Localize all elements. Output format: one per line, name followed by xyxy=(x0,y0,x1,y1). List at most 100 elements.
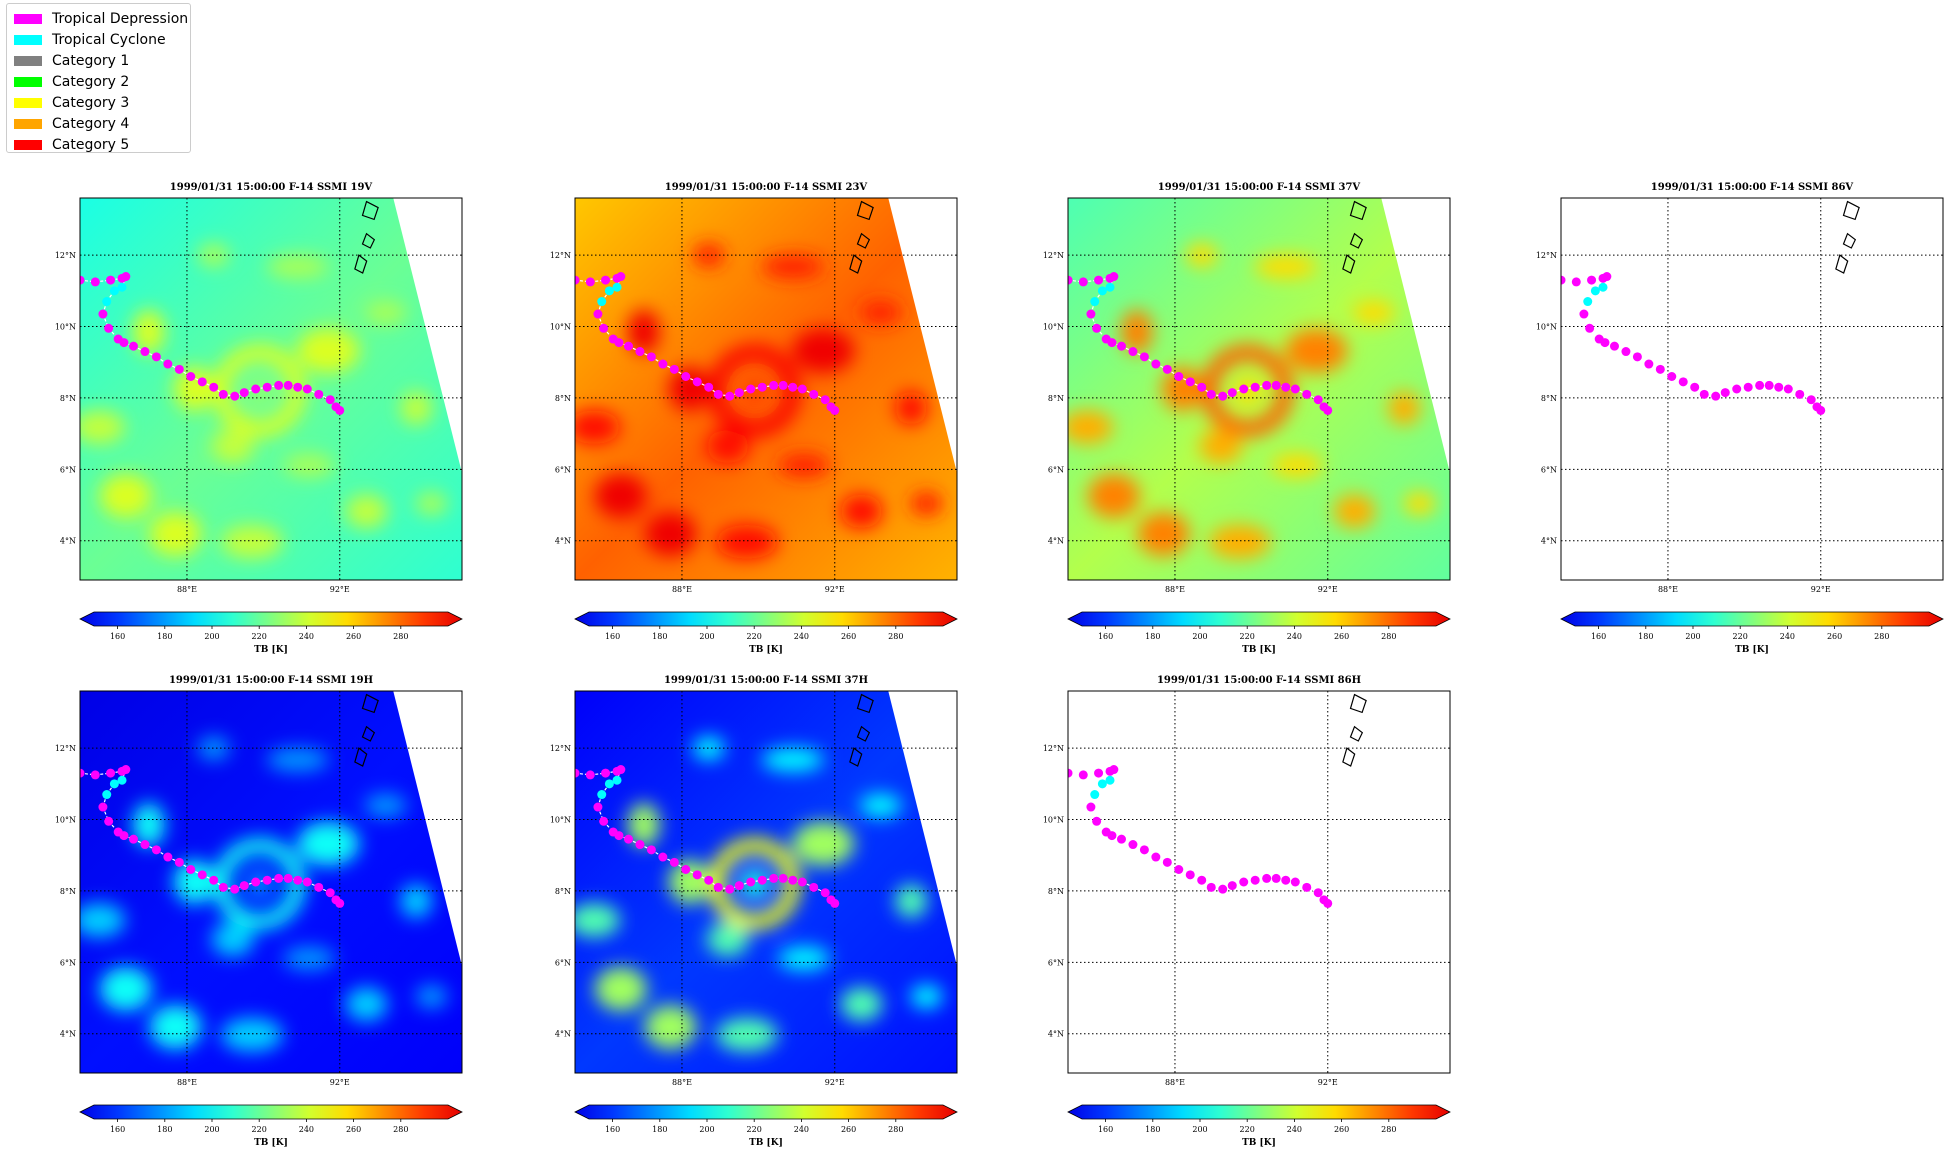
island-outline xyxy=(1349,693,1367,714)
track-point xyxy=(616,272,626,282)
track-point xyxy=(197,377,207,387)
track-point xyxy=(325,395,335,405)
colorbar-tick-label: 160 xyxy=(110,1125,125,1134)
track-point xyxy=(1078,770,1088,780)
track-point xyxy=(314,882,324,892)
track-point xyxy=(704,875,714,885)
track-point xyxy=(593,802,603,812)
track-point xyxy=(830,405,840,415)
track-point xyxy=(1090,790,1100,800)
island-outline xyxy=(354,747,368,767)
track-point xyxy=(102,790,112,800)
track-point xyxy=(1755,380,1765,390)
track-point xyxy=(90,770,100,780)
track-point xyxy=(104,816,114,826)
track-point xyxy=(230,391,240,401)
colorbar xyxy=(1067,1104,1451,1120)
colorbar-tick-label: 220 xyxy=(747,632,762,641)
legend-label: Category 2 xyxy=(52,73,130,90)
colorbar-tick-label: 280 xyxy=(393,1125,408,1134)
track-point xyxy=(778,380,788,390)
track-point xyxy=(1105,775,1115,785)
lat-tick-label: 10°N xyxy=(55,323,76,332)
track-point xyxy=(262,382,272,392)
track-point xyxy=(1139,352,1149,362)
track-point xyxy=(119,338,129,348)
legend-swatch xyxy=(14,55,42,66)
track-point xyxy=(692,870,702,880)
colorbar-tick-label: 220 xyxy=(252,632,267,641)
track-point xyxy=(119,831,129,841)
track-point xyxy=(1097,779,1107,789)
colorbar-label: TB [K] xyxy=(1735,645,1769,655)
track-point xyxy=(128,834,138,844)
lon-tick-label: 88°E xyxy=(1165,585,1185,594)
colorbar-tick-label: 220 xyxy=(1240,1125,1255,1134)
legend-swatch xyxy=(14,97,42,108)
lat-tick-label: 10°N xyxy=(1043,816,1064,825)
island-outline xyxy=(856,200,874,221)
track-point xyxy=(1313,888,1323,898)
island-outline xyxy=(849,254,863,274)
lat-tick-label: 12°N xyxy=(1043,744,1064,753)
legend-label: Tropical Depression xyxy=(52,10,189,27)
track-point xyxy=(1313,395,1323,405)
colorbar-label: TB [K] xyxy=(254,645,288,655)
legend-item: Category 5 xyxy=(14,134,190,155)
track-point xyxy=(1097,286,1107,296)
track-point xyxy=(1571,277,1581,287)
map-panel-23v: 1999/01/31 15:00:00 F-14 SSMI 23V 4°N 6°N 8… xyxy=(550,182,958,655)
lat-tick-label: 8°N xyxy=(1048,394,1064,403)
legend-label: Category 5 xyxy=(52,136,130,153)
colorbar-tick-label: 220 xyxy=(1240,632,1255,641)
track-point xyxy=(302,877,312,887)
lon-tick-label: 92°E xyxy=(330,585,350,594)
colorbar-tick-label: 260 xyxy=(346,632,361,641)
track-point xyxy=(830,898,840,908)
track-point xyxy=(1561,275,1566,285)
track-point xyxy=(283,873,293,883)
lon-tick-label: 88°E xyxy=(1165,1078,1185,1087)
panel-title: 1999/01/31 15:00:00 F-14 SSMI 86H xyxy=(1157,675,1361,686)
track-point xyxy=(1116,341,1126,351)
track-point xyxy=(1078,277,1088,287)
colorbar-tick-label: 260 xyxy=(1827,632,1842,641)
lon-tick-label: 88°E xyxy=(672,585,692,594)
track-point xyxy=(335,405,345,415)
track-point xyxy=(80,768,85,778)
track-point xyxy=(585,277,595,287)
track-point xyxy=(1632,352,1642,362)
track-point xyxy=(1621,347,1631,357)
track-point xyxy=(109,286,119,296)
lat-tick-label: 4°N xyxy=(1048,1030,1064,1039)
island-outline xyxy=(1342,254,1356,274)
track-point xyxy=(1271,380,1281,390)
lat-tick-label: 6°N xyxy=(60,465,76,474)
track-point xyxy=(658,359,668,369)
lon-tick-label: 88°E xyxy=(1658,585,1678,594)
track-point xyxy=(1764,380,1774,390)
lat-tick-label: 4°N xyxy=(555,537,571,546)
track-point xyxy=(262,875,272,885)
lon-tick-label: 92°E xyxy=(1318,1078,1338,1087)
track-point xyxy=(1600,338,1610,348)
colorbar-tick-label: 240 xyxy=(299,1125,314,1134)
track-point xyxy=(1090,297,1100,307)
colorbar-label: TB [K] xyxy=(254,1138,288,1148)
track-point xyxy=(1218,391,1228,401)
colorbar-tick-label: 180 xyxy=(1145,632,1160,641)
island-outline xyxy=(1349,232,1364,249)
track-point xyxy=(151,845,161,855)
island-outline xyxy=(361,725,376,742)
lon-tick-label: 88°E xyxy=(177,1078,197,1087)
colorbar-tick-label: 160 xyxy=(110,632,125,641)
track-point xyxy=(1206,882,1216,892)
lat-tick-label: 12°N xyxy=(1536,251,1557,260)
track-point xyxy=(197,870,207,880)
legend-item: Tropical Depression xyxy=(14,8,190,29)
colorbar-label: TB [K] xyxy=(1242,1138,1276,1148)
track-point xyxy=(585,770,595,780)
island-outline xyxy=(354,254,368,274)
track-point xyxy=(797,384,807,394)
track-point xyxy=(1162,364,1172,374)
